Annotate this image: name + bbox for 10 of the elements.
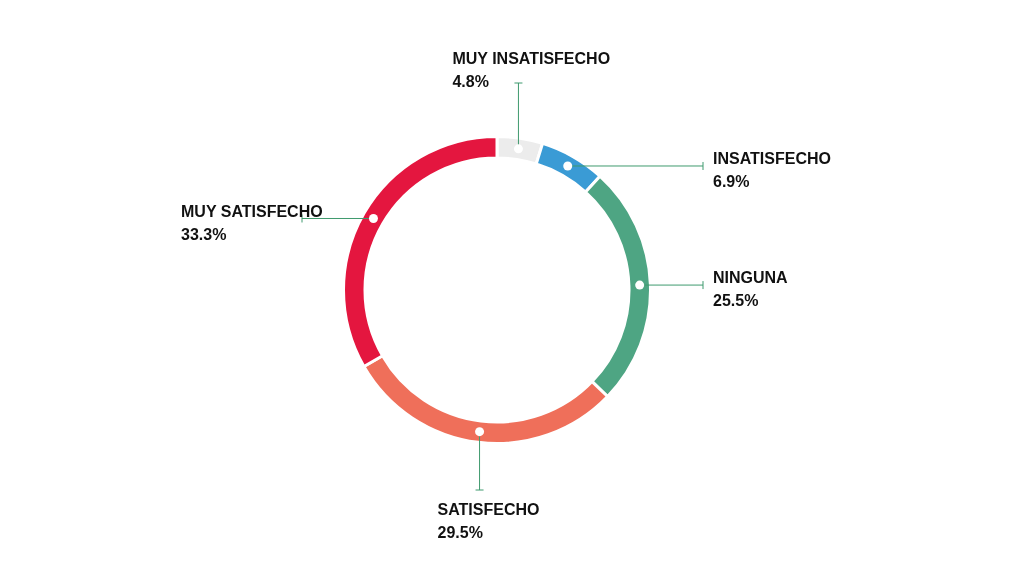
- data-label: 29.5%: [437, 524, 483, 542]
- data-label: 33.3%: [181, 225, 227, 243]
- data-label: 6.9%: [713, 173, 750, 191]
- data-label: 25.5%: [713, 292, 759, 310]
- data-label: 4.8%: [452, 73, 489, 91]
- slice-label: INSATISFECHO: [713, 150, 831, 168]
- slice-label: SATISFECHO: [437, 501, 540, 519]
- slice-label: NINGUNA: [713, 269, 789, 287]
- slice-label: MUY SATISFECHO: [181, 202, 323, 220]
- slice-label: MUY INSATISFECHO: [452, 50, 611, 68]
